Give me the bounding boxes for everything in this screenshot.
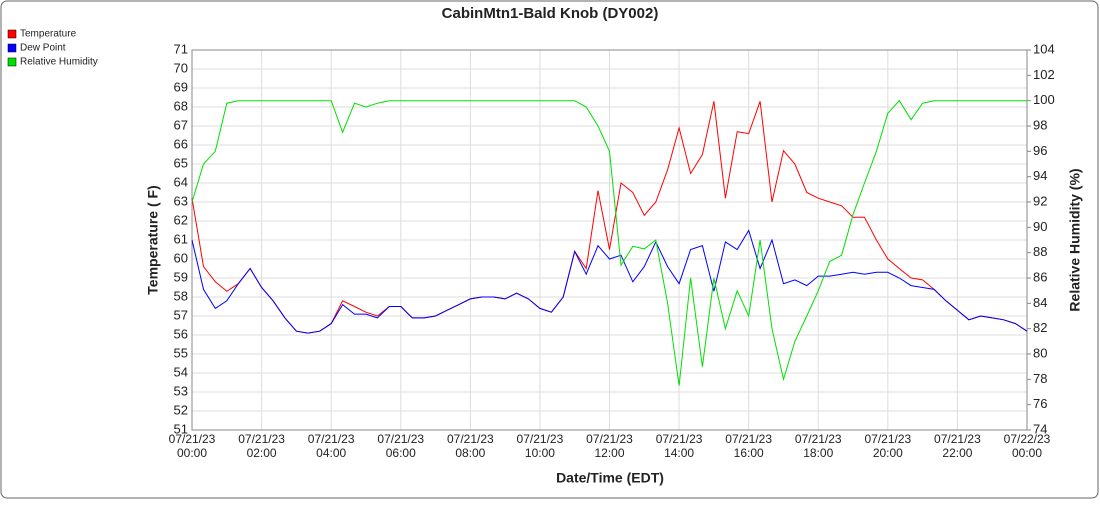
- y-tick-label: 62: [174, 212, 188, 227]
- y2-tick-label: 88: [1033, 244, 1047, 259]
- y-tick-label: 51: [174, 421, 188, 436]
- y-tick-label: 55: [174, 345, 188, 360]
- legend-label: Temperature: [20, 29, 77, 40]
- y-tick-label: 56: [174, 326, 188, 341]
- y-tick-label: 65: [174, 155, 188, 170]
- x-tick-label: 07/21/23 20:00: [864, 432, 911, 460]
- y-tick-label: 58: [174, 288, 188, 303]
- x-axis-label: Date/Time (EDT): [556, 470, 664, 486]
- y-tick-label: 53: [174, 383, 188, 398]
- y-tick-label: 59: [174, 269, 188, 284]
- y2-tick-label: 96: [1033, 143, 1047, 158]
- y-axis-label: Temperature ( F): [145, 185, 161, 294]
- x-tick-label: 07/21/23 02:00: [238, 432, 285, 460]
- x-tick-label: 07/22/23 00:00: [1004, 432, 1051, 460]
- y-tick-label: 61: [174, 231, 188, 246]
- y-tick-label: 67: [174, 117, 188, 132]
- y-tick-label: 69: [174, 79, 188, 94]
- y2-tick-label: 90: [1033, 219, 1047, 234]
- y-tick-label: 68: [174, 98, 188, 113]
- x-tick-label: 07/21/23 04:00: [308, 432, 355, 460]
- y-tick-label: 60: [174, 250, 188, 265]
- legend-swatch: [7, 29, 17, 39]
- y-tick-label: 71: [174, 41, 188, 56]
- y2-tick-label: 82: [1033, 320, 1047, 335]
- y-tick-label: 52: [174, 402, 188, 417]
- y2-tick-label: 100: [1033, 92, 1055, 107]
- legend-label: Dew Point: [20, 43, 66, 54]
- y2-tick-label: 98: [1033, 117, 1047, 132]
- legend-swatch: [7, 43, 17, 53]
- y2-tick-label: 104: [1033, 41, 1055, 56]
- y2-tick-label: 74: [1033, 421, 1047, 436]
- y-tick-label: 57: [174, 307, 188, 322]
- x-tick-label: 07/21/23 12:00: [586, 432, 633, 460]
- y2-tick-label: 84: [1033, 295, 1047, 310]
- legend-swatch: [7, 57, 17, 67]
- y-tick-label: 54: [174, 364, 188, 379]
- y2-tick-label: 76: [1033, 396, 1047, 411]
- x-tick-label: 07/21/23 00:00: [169, 432, 216, 460]
- y2-tick-label: 86: [1033, 269, 1047, 284]
- x-tick-label: 07/21/23 06:00: [377, 432, 424, 460]
- x-tick-label: 07/21/23 14:00: [656, 432, 703, 460]
- chart-title: CabinMtn1-Bald Knob (DY002): [442, 5, 659, 22]
- y2-axis-label: Relative Humidity (%): [1067, 168, 1083, 311]
- x-tick-label: 07/21/23 18:00: [795, 432, 842, 460]
- data-line: [191, 99, 1027, 386]
- y-tick-label: 64: [174, 174, 188, 189]
- y2-tick-label: 94: [1033, 168, 1047, 183]
- data-line: [191, 229, 1028, 334]
- y-tick-label: 66: [174, 136, 188, 151]
- x-tick-label: 07/21/23 16:00: [725, 432, 772, 460]
- y-tick-label: 70: [174, 60, 188, 75]
- y2-tick-label: 102: [1033, 67, 1055, 82]
- x-tick-label: 07/21/23 10:00: [517, 432, 564, 460]
- x-tick-label: 07/21/23 22:00: [934, 432, 981, 460]
- x-tick-label: 07/21/23 08:00: [447, 432, 494, 460]
- y2-tick-label: 80: [1033, 345, 1047, 360]
- y2-tick-label: 92: [1033, 193, 1047, 208]
- y-tick-label: 63: [174, 193, 188, 208]
- y2-tick-label: 78: [1033, 371, 1047, 386]
- legend-label: Relative Humidity: [20, 57, 98, 68]
